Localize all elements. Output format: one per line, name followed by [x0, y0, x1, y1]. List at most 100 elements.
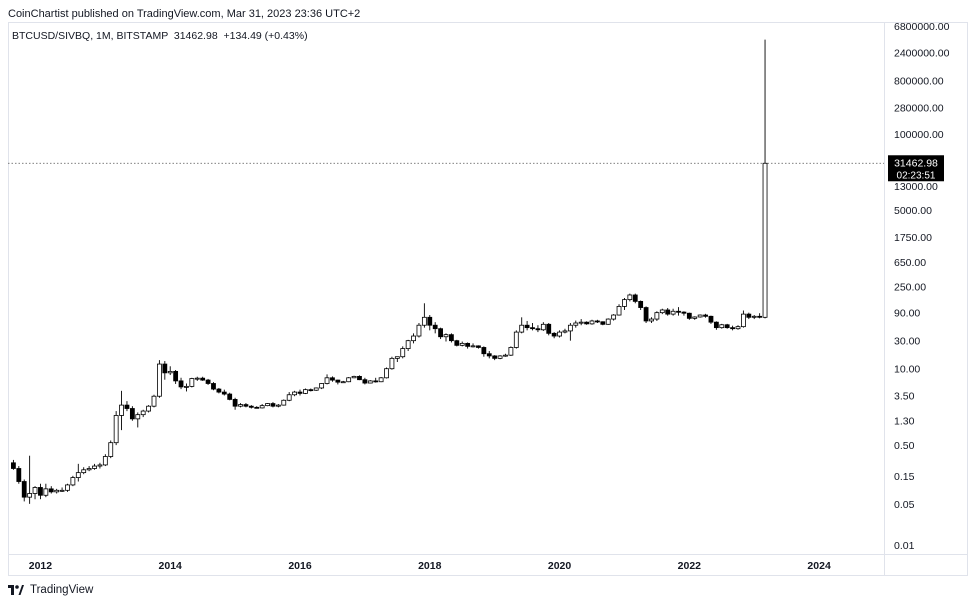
- candle-body: [600, 321, 606, 325]
- candle-body: [670, 310, 676, 315]
- candle-body: [346, 377, 352, 383]
- candle-body: [622, 299, 627, 307]
- brand-label: TradingView: [30, 584, 94, 596]
- candle-body: [21, 481, 27, 498]
- candle-body: [540, 323, 546, 331]
- candle-body: [449, 334, 454, 342]
- candle-body: [189, 378, 195, 387]
- candle-body: [741, 313, 746, 328]
- candle-body: [546, 323, 552, 334]
- candle-body: [719, 324, 725, 329]
- candle-body: [167, 370, 173, 374]
- candle-body: [595, 320, 600, 323]
- y-tick-label: 1.30: [894, 416, 915, 428]
- candle-body: [416, 324, 422, 337]
- candle-body: [384, 368, 389, 379]
- candle-body: [286, 394, 292, 401]
- candle-body: [324, 377, 330, 384]
- candle-body: [259, 405, 265, 409]
- x-tick-label: 2024: [807, 560, 831, 572]
- candle-body: [686, 312, 692, 319]
- candle-body: [427, 316, 433, 326]
- candle-body: [405, 340, 411, 349]
- y-tick-label: 800000.00: [894, 76, 944, 88]
- y-tick-label: 5000.00: [894, 205, 932, 217]
- candle-body: [146, 405, 151, 412]
- candle-body: [421, 316, 427, 326]
- candle-body: [151, 395, 157, 407]
- candle-body: [178, 380, 184, 388]
- candle-body: [129, 408, 135, 420]
- x-tick-label: 2020: [548, 560, 572, 572]
- candle-body: [32, 487, 38, 494]
- candle-body: [411, 335, 416, 342]
- candle-body: [508, 347, 514, 356]
- candle-body: [432, 324, 438, 330]
- candle-body: [16, 468, 22, 482]
- x-tick-label: 2014: [159, 560, 183, 572]
- y-tick-label: 30.00: [894, 336, 920, 348]
- candle-body: [470, 345, 476, 348]
- exchange-label: BITSTAMP: [116, 30, 169, 42]
- candle-body: [692, 316, 698, 319]
- candle-body: [524, 324, 530, 329]
- candle-body: [81, 469, 87, 474]
- candle-body: [551, 332, 557, 337]
- y-tick-label: 6800000.00: [894, 22, 950, 33]
- candle-body: [762, 162, 768, 318]
- chart-border: [8, 22, 968, 576]
- candle-body: [335, 379, 341, 383]
- candle-body: [65, 484, 70, 491]
- candle-body: [454, 340, 460, 346]
- publisher-credit: CoinChartist published on TradingView.co…: [8, 8, 361, 20]
- candle-body: [697, 314, 703, 318]
- interval-label[interactable]: 1M: [96, 30, 111, 42]
- candle-body: [627, 294, 633, 301]
- candle-body: [59, 489, 65, 492]
- candle-body: [562, 330, 568, 333]
- candle-body: [746, 313, 752, 318]
- chart-frame[interactable]: 6800000.00 2400000.00 800000.00 280000.00 10…: [8, 21, 968, 576]
- candle-body: [573, 322, 579, 326]
- symbol-name[interactable]: BTCUSD/SIVBQ: [12, 30, 91, 42]
- candle-body: [681, 311, 687, 314]
- candle-body: [357, 375, 362, 381]
- candle-body: [162, 363, 168, 374]
- candle-body: [659, 309, 665, 314]
- y-tick-label: 10.00: [894, 364, 920, 376]
- candle-body: [616, 306, 622, 316]
- candle-body: [654, 312, 660, 320]
- candle-body: [649, 318, 654, 322]
- candle-body: [211, 383, 216, 390]
- candle-body: [184, 385, 189, 388]
- candle-body: [713, 321, 719, 329]
- candle-body: [724, 324, 730, 329]
- candle-body: [638, 300, 644, 308]
- candle-body: [362, 379, 368, 384]
- candle-body: [605, 318, 611, 325]
- candle-body: [589, 320, 595, 325]
- y-tick-label: 0.15: [894, 471, 915, 483]
- candle-body: [135, 414, 141, 420]
- price-tag-box: [888, 155, 944, 182]
- candle-body: [248, 405, 254, 408]
- candle-body: [48, 488, 54, 493]
- candle-body: [232, 399, 238, 407]
- candlestick-chart[interactable]: 6800000.00 2400000.00 800000.00 280000.00 10…: [8, 21, 968, 576]
- candle-body: [124, 404, 130, 409]
- candle-body: [275, 404, 281, 407]
- tradingview-logo[interactable]: TradingView: [8, 584, 93, 596]
- y-tick-label: 13000.00: [894, 181, 938, 193]
- candle-body: [735, 326, 741, 330]
- y-tick-label: 0.01: [894, 540, 915, 552]
- candle-body: [243, 404, 249, 407]
- y-tick-label: 280000.00: [894, 103, 944, 115]
- candle-body: [216, 388, 222, 393]
- candle-body: [238, 404, 243, 407]
- price-tag-countdown: 02:23:51: [897, 170, 936, 181]
- candle-body: [351, 375, 357, 379]
- tradingview-icon: [8, 585, 24, 595]
- candle-body: [297, 391, 303, 394]
- candle-body: [438, 328, 443, 338]
- x-tick-label: 2018: [418, 560, 442, 572]
